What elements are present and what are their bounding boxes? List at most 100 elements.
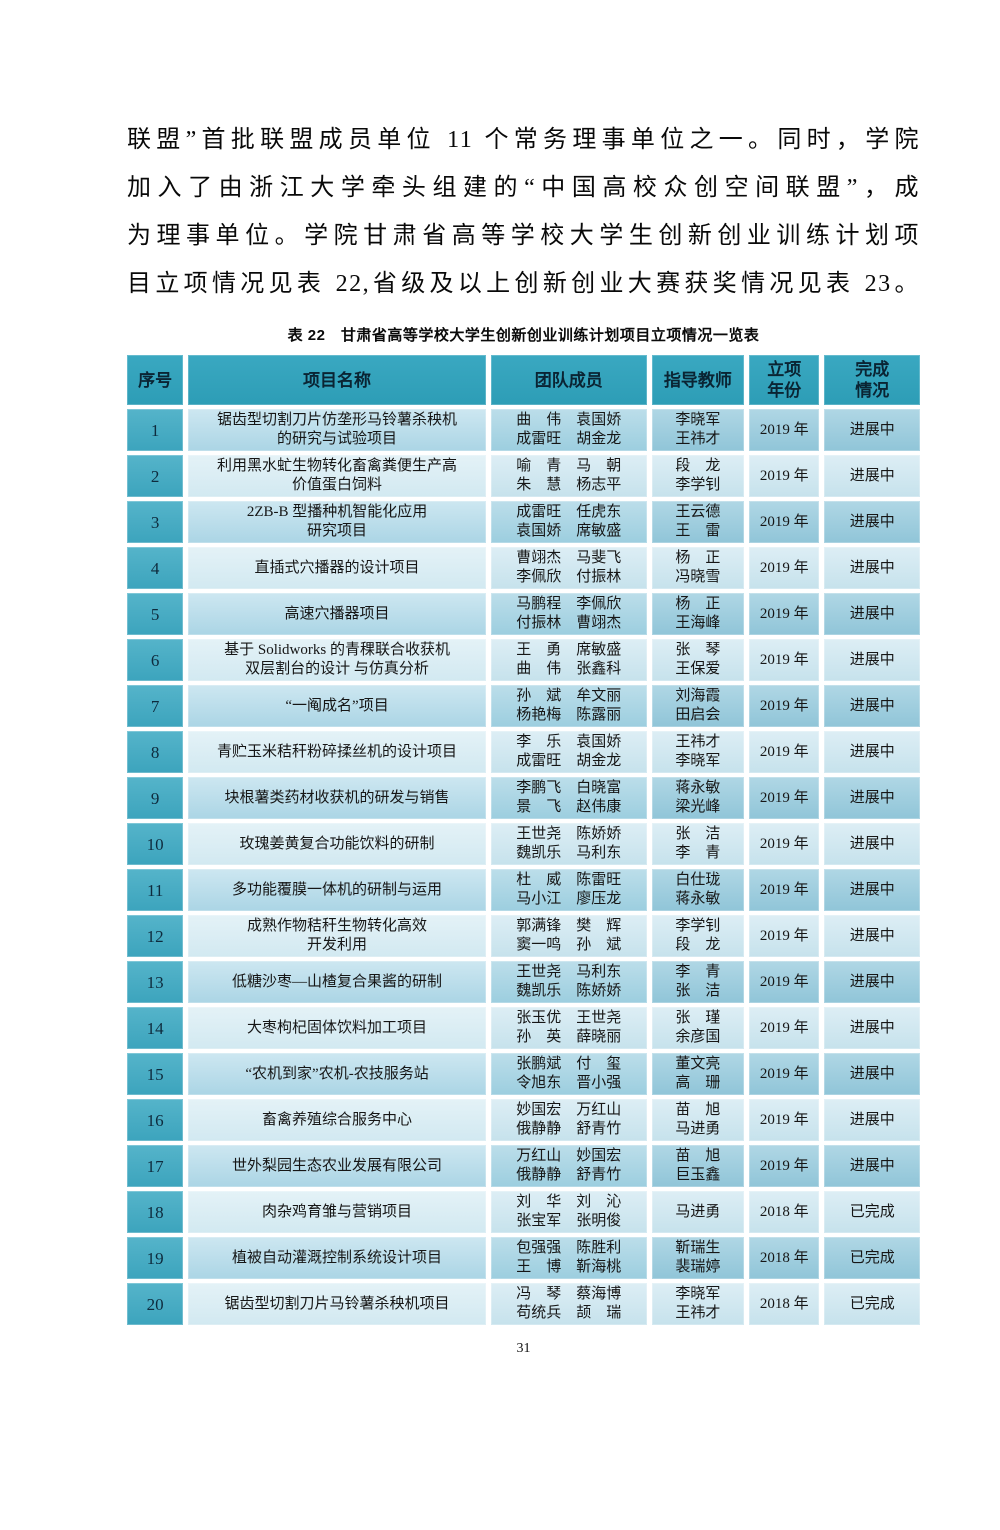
advisor-cell: 张 洁 李 青: [651, 823, 745, 865]
team-members-cell: 包强强 陈胜利 王 博 靳海桃: [490, 1237, 647, 1279]
team-members-cell: 王世尧 陈娇娇 魏凯乐 马利东: [490, 823, 647, 865]
advisor-cell: 李晓军 王祎才: [651, 409, 745, 451]
serial-cell: 15: [127, 1053, 184, 1095]
page-content: 联盟”首批联盟成员单位 11 个常务理事单位之一。同时，学院 加入了由浙江大学牵…: [127, 116, 920, 1357]
year-cell: 2018 年: [749, 1283, 820, 1325]
team-members-cell: 万红山 妙国宏 俄静静 舒青竹: [490, 1145, 647, 1187]
serial-cell: 7: [127, 685, 184, 727]
team-members-cell: 喻 青 马 朝 朱 慧 杨志平: [490, 455, 647, 497]
project-name-cell: 锯齿型切割刀片仿垄形马铃薯杀秧机 的研究与试验项目: [188, 409, 486, 451]
year-cell: 2019 年: [749, 869, 820, 911]
advisor-cell: 王云德 王 雷: [651, 501, 745, 543]
team-members-cell: 曹翊杰 马斐飞 李佩欣 付振林: [490, 547, 647, 589]
year-cell: 2019 年: [749, 685, 820, 727]
team-members-cell: 张鹏斌 付 玺 令旭东 晋小强: [490, 1053, 647, 1095]
team-members-cell: 郭满锋 樊 辉 窦一鸣 孙 斌: [490, 915, 647, 957]
table-row: 9 块根薯类药材收获机的研发与销售 李鹏飞 白晓富 景 飞 赵伟康 蒋永敏 梁光…: [127, 777, 920, 819]
paragraph-line: 为理事单位。学院甘肃省高等学校大学生创新创业训练计划项: [127, 223, 920, 249]
table-header-row: 序号 项目名称 团队成员 指导教师 立项 年份 完成 情况: [127, 355, 920, 405]
project-name-cell: 成熟作物秸秆生物转化高效 开发利用: [188, 915, 486, 957]
header-advisor: 指导教师: [651, 355, 745, 405]
year-cell: 2019 年: [749, 593, 820, 635]
advisor-cell: 马进勇: [651, 1191, 745, 1233]
project-name-cell: 肉杂鸡育雏与营销项目: [188, 1191, 486, 1233]
year-cell: 2018 年: [749, 1237, 820, 1279]
team-members-cell: 冯 琴 蔡海博 苟统兵 颉 瑞: [490, 1283, 647, 1325]
table-row: 4 直插式穴播器的设计项目 曹翊杰 马斐飞 李佩欣 付振林 杨 正 冯晓雪 20…: [127, 547, 920, 589]
year-cell: 2019 年: [749, 1007, 820, 1049]
team-members-cell: 成雷旺 任虎东 袁国娇 席敏盛: [490, 501, 647, 543]
year-cell: 2019 年: [749, 501, 820, 543]
year-cell: 2019 年: [749, 777, 820, 819]
table-row: 13 低糖沙枣—山楂复合果酱的研制 王世尧 马利东 魏凯乐 陈娇娇 李 青 张 …: [127, 961, 920, 1003]
status-cell: 已完成: [824, 1237, 920, 1279]
table-row: 19 植被自动灌溉控制系统设计项目 包强强 陈胜利 王 博 靳海桃 靳瑞生 裴瑞…: [127, 1237, 920, 1279]
team-members-cell: 王 勇 席敏盛 曲 伟 张鑫科: [490, 639, 647, 681]
team-members-cell: 张玉优 王世尧 孙 英 薛晓丽: [490, 1007, 647, 1049]
project-name-cell: 植被自动灌溉控制系统设计项目: [188, 1237, 486, 1279]
year-cell: 2019 年: [749, 409, 820, 451]
year-cell: 2019 年: [749, 455, 820, 497]
table-caption: 表 22 甘肃省高等学校大学生创新创业训练计划项目立项情况一览表: [287, 327, 760, 344]
advisor-cell: 刘海霞 田启会: [651, 685, 745, 727]
project-name-cell: 块根薯类药材收获机的研发与销售: [188, 777, 486, 819]
serial-cell: 9: [127, 777, 184, 819]
status-cell: 进展中: [824, 1053, 920, 1095]
table-row: 1 锯齿型切割刀片仿垄形马铃薯杀秧机 的研究与试验项目 曲 伟 袁国娇 成雷旺 …: [127, 409, 920, 451]
table-row: 10 玫瑰姜黄复合功能饮料的研制 王世尧 陈娇娇 魏凯乐 马利东 张 洁 李 青…: [127, 823, 920, 865]
table-row: 17 世外梨园生态农业发展有限公司 万红山 妙国宏 俄静静 舒青竹 苗 旭 巨玉…: [127, 1145, 920, 1187]
status-cell: 进展中: [824, 409, 920, 451]
paragraph: 联盟”首批联盟成员单位 11 个常务理事单位之一。同时，学院 加入了由浙江大学牵…: [127, 116, 920, 308]
year-cell: 2018 年: [749, 1191, 820, 1233]
project-name-cell: 青贮玉米秸秆粉碎揉丝机的设计项目: [188, 731, 486, 773]
table-row: 3 2ZB-B 型播种机智能化应用 研究项目 成雷旺 任虎东 袁国娇 席敏盛 王…: [127, 501, 920, 543]
project-name-cell: “一阄成名”项目: [188, 685, 486, 727]
serial-cell: 13: [127, 961, 184, 1003]
status-cell: 已完成: [824, 1191, 920, 1233]
status-cell: 进展中: [824, 961, 920, 1003]
serial-cell: 1: [127, 409, 184, 451]
advisor-cell: 李 青 张 洁: [651, 961, 745, 1003]
status-cell: 已完成: [824, 1283, 920, 1325]
project-name-cell: 低糖沙枣—山楂复合果酱的研制: [188, 961, 486, 1003]
advisor-cell: 王祎才 李晓军: [651, 731, 745, 773]
status-cell: 进展中: [824, 777, 920, 819]
advisor-cell: 蒋永敏 梁光峰: [651, 777, 745, 819]
table-row: 20 锯齿型切割刀片马铃薯杀秧机项目 冯 琴 蔡海博 苟统兵 颉 瑞 李晓军 王…: [127, 1283, 920, 1325]
table-row: 12 成熟作物秸秆生物转化高效 开发利用 郭满锋 樊 辉 窦一鸣 孙 斌 李学钊…: [127, 915, 920, 957]
status-cell: 进展中: [824, 1007, 920, 1049]
team-members-cell: 马鹏程 李佩欣 付振林 曹翊杰: [490, 593, 647, 635]
table-row: 8 青贮玉米秸秆粉碎揉丝机的设计项目 李 乐 袁国娇 成雷旺 胡金龙 王祎才 李…: [127, 731, 920, 773]
team-members-cell: 李鹏飞 白晓富 景 飞 赵伟康: [490, 777, 647, 819]
serial-cell: 14: [127, 1007, 184, 1049]
project-name-cell: 多功能覆膜一体机的研制与运用: [188, 869, 486, 911]
table-row: 14 大枣枸杞固体饮料加工项目 张玉优 王世尧 孙 英 薛晓丽 张 瑾 余彦国 …: [127, 1007, 920, 1049]
team-members-cell: 王世尧 马利东 魏凯乐 陈娇娇: [490, 961, 647, 1003]
table-row: 5 高速穴播器项目 马鹏程 李佩欣 付振林 曹翊杰 杨 正 王海峰 2019 年…: [127, 593, 920, 635]
status-cell: 进展中: [824, 823, 920, 865]
status-cell: 进展中: [824, 869, 920, 911]
serial-cell: 2: [127, 455, 184, 497]
serial-cell: 6: [127, 639, 184, 681]
serial-cell: 11: [127, 869, 184, 911]
advisor-cell: 苗 旭 巨玉鑫: [651, 1145, 745, 1187]
project-name-cell: “农机到家”农机-农技服务站: [188, 1053, 486, 1095]
table-body: 1 锯齿型切割刀片仿垄形马铃薯杀秧机 的研究与试验项目 曲 伟 袁国娇 成雷旺 …: [127, 409, 920, 1325]
year-cell: 2019 年: [749, 1099, 820, 1141]
project-name-cell: 2ZB-B 型播种机智能化应用 研究项目: [188, 501, 486, 543]
status-cell: 进展中: [824, 685, 920, 727]
serial-cell: 18: [127, 1191, 184, 1233]
table-row: 18 肉杂鸡育雏与营销项目 刘 华 刘 沁 张宝军 张明俊 马进勇 2018 年…: [127, 1191, 920, 1233]
page-number: 31: [516, 1341, 531, 1356]
year-cell: 2019 年: [749, 823, 820, 865]
project-name-cell: 基于 Solidworks 的青稞联合收获机 双层割台的设计 与仿真分析: [188, 639, 486, 681]
status-cell: 进展中: [824, 593, 920, 635]
serial-cell: 8: [127, 731, 184, 773]
table-row: 2 利用黑水虻生物转化畜禽粪便生产高 价值蛋白饲料 喻 青 马 朝 朱 慧 杨志…: [127, 455, 920, 497]
year-cell: 2019 年: [749, 961, 820, 1003]
year-cell: 2019 年: [749, 915, 820, 957]
serial-cell: 5: [127, 593, 184, 635]
advisor-cell: 董文亮 高 珊: [651, 1053, 745, 1095]
advisor-cell: 李学钊 段 龙: [651, 915, 745, 957]
header-year: 立项 年份: [749, 355, 820, 405]
